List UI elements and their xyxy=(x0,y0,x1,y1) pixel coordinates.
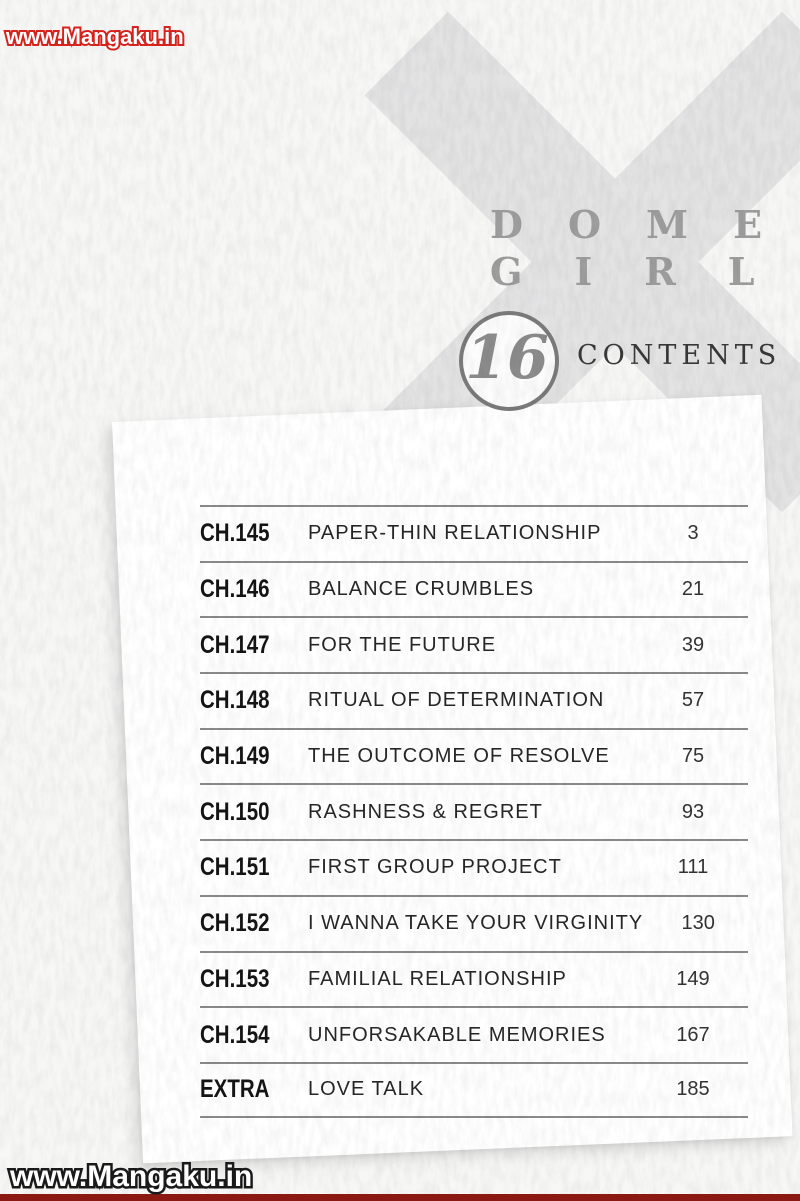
site-watermark-bottom: www.Mangaku.in xyxy=(7,1159,254,1194)
toc-chapter-label: CH.154 xyxy=(200,1020,270,1049)
toc-chapter-label: EXTRA xyxy=(200,1075,270,1104)
toc-chapter-label: CH.150 xyxy=(200,797,270,826)
toc-row: CH.152 I WANNA TAKE YOUR VIRGINITY 130 xyxy=(200,894,748,951)
footer-red-bar xyxy=(0,1194,800,1201)
toc-chapter-label: CH.152 xyxy=(200,909,270,938)
toc-row: CH.150 RASHNESS & REGRET 93 xyxy=(200,783,748,839)
toc-page-number: 75 xyxy=(681,745,705,768)
toc-row: CH.149 THE OUTCOME OF RESOLVE 75 xyxy=(200,727,748,784)
toc-row: CH.151 FIRST GROUP PROJECT 111 xyxy=(200,839,748,895)
toc-chapter-label: CH.149 xyxy=(200,742,270,771)
toc-page-number: 149 xyxy=(676,967,710,990)
toc-page-number: 21 xyxy=(681,578,705,601)
toc-row: CH.145 PAPER-THIN RELATIONSHIP 3 xyxy=(200,505,748,561)
toc-row: CH.154 UNFORSAKABLE MEMORIES 167 xyxy=(200,1006,748,1062)
series-title-line-2: GIRL xyxy=(490,249,800,294)
toc-chapter-title: RASHNESS & REGRET xyxy=(308,800,543,823)
toc-list: CH.145 PAPER-THIN RELATIONSHIP 3 CH.146 … xyxy=(200,505,748,1118)
toc-chapter-title: FOR THE FUTURE xyxy=(308,633,497,656)
volume-badge: 16 xyxy=(459,311,559,411)
toc-chapter-label: CH.147 xyxy=(200,630,270,659)
toc-row: CH.148 RITUAL OF DETERMINATION 57 xyxy=(200,672,748,728)
toc-page-number: 185 xyxy=(676,1078,710,1101)
toc-chapter-title: BALANCE CRUMBLES xyxy=(308,578,535,601)
toc-chapter-title: FIRST GROUP PROJECT xyxy=(308,856,562,879)
toc-chapter-label: CH.146 xyxy=(200,575,270,604)
toc-chapter-label: CH.145 xyxy=(200,519,270,548)
toc-chapter-title: FAMILIAL RELATIONSHIP xyxy=(308,967,567,990)
toc-chapter-title: THE OUTCOME OF RESOLVE xyxy=(308,745,610,768)
volume-number: 16 xyxy=(465,323,549,393)
toc-row: CH.147 FOR THE FUTURE 39 xyxy=(200,616,748,672)
toc-page-number: 93 xyxy=(681,800,705,823)
site-watermark-top: www.Mangaku.in xyxy=(4,24,186,50)
toc-page-number: 57 xyxy=(681,689,705,712)
toc-page-number: 111 xyxy=(677,856,709,879)
toc-page-number: 130 xyxy=(681,912,715,935)
toc-chapter-title: PAPER-THIN RELATIONSHIP xyxy=(308,522,602,545)
toc-chapter-label: CH.151 xyxy=(200,853,270,882)
toc-chapter-title: RITUAL OF DETERMINATION xyxy=(308,689,605,712)
toc-page-number: 167 xyxy=(676,1023,710,1046)
toc-chapter-title: UNFORSAKABLE MEMORIES xyxy=(308,1023,606,1046)
toc-chapter-label: CH.148 xyxy=(200,686,270,715)
series-title-line-1: DOME xyxy=(490,202,800,247)
toc-row: CH.146 BALANCE CRUMBLES 21 xyxy=(200,560,748,617)
toc-row: CH.153 FAMILIAL RELATIONSHIP 149 xyxy=(200,950,748,1007)
contents-heading: CONTENTS xyxy=(577,340,782,371)
toc-row: EXTRA LOVE TALK 185 xyxy=(200,1061,748,1118)
toc-chapter-title: LOVE TALK xyxy=(308,1078,425,1101)
toc-page-number: 3 xyxy=(687,522,699,545)
toc-chapter-label: CH.153 xyxy=(200,964,270,993)
toc-page-number: 39 xyxy=(681,633,705,656)
toc-chapter-title: I WANNA TAKE YOUR VIRGINITY xyxy=(308,912,644,935)
